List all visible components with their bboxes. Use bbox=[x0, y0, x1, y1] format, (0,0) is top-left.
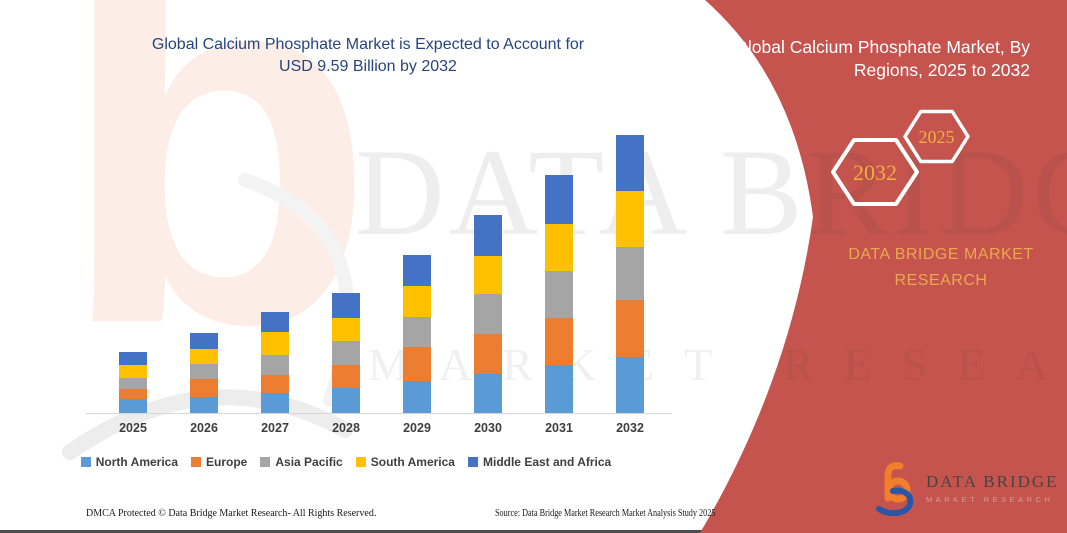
x-axis-label-2028: 2028 bbox=[332, 421, 360, 435]
bar-segment-2031-south-america bbox=[545, 223, 573, 271]
legend-label: Asia Pacific bbox=[275, 455, 343, 469]
bar-segment-2026-north-america bbox=[190, 397, 218, 413]
bar-segment-2031-middle-east-and-africa bbox=[545, 174, 573, 224]
bar-segment-2027-asia-pacific bbox=[261, 354, 289, 375]
bottom-border-line bbox=[0, 530, 1067, 533]
bar-segment-2030-asia-pacific bbox=[474, 294, 502, 335]
bar-segment-2032-europe bbox=[616, 300, 644, 358]
bar-segment-2030-middle-east-and-africa bbox=[474, 215, 502, 257]
bar-segment-2025-middle-east-and-africa bbox=[119, 352, 147, 366]
x-axis-label-2032: 2032 bbox=[616, 421, 644, 435]
logo-text-sub: MARKET RESEARCH bbox=[926, 495, 1054, 504]
x-axis-label-2029: 2029 bbox=[403, 421, 431, 435]
bar-2031 bbox=[545, 174, 573, 413]
x-axis-label-2031: 2031 bbox=[545, 421, 573, 435]
bar-2026 bbox=[190, 332, 218, 413]
bar-segment-2026-asia-pacific bbox=[190, 363, 218, 379]
bar-segment-2027-europe bbox=[261, 374, 289, 393]
hexagon-2025-label: 2025 bbox=[919, 127, 955, 147]
bar-segment-2032-middle-east-and-africa bbox=[616, 134, 644, 192]
bar-segment-2027-middle-east-and-africa bbox=[261, 312, 289, 332]
bar-2032 bbox=[616, 134, 644, 413]
bar-segment-2031-north-america bbox=[545, 365, 573, 413]
chart-title: Global Calcium Phosphate Market is Expec… bbox=[90, 34, 646, 78]
x-axis-label-2030: 2030 bbox=[474, 421, 502, 435]
legend-item-south-america: South America bbox=[355, 455, 455, 469]
bar-segment-2025-asia-pacific bbox=[119, 377, 147, 389]
bar-segment-2031-europe bbox=[545, 318, 573, 366]
legend-label: South America bbox=[370, 455, 455, 469]
footer-copyright: DMCA Protected © Data Bridge Market Rese… bbox=[86, 508, 377, 519]
bar-segment-2025-europe bbox=[119, 388, 147, 400]
bar-segment-2027-north-america bbox=[261, 393, 289, 413]
side-panel-brand-text: DATA BRIDGE MARKET RESEARCH bbox=[810, 242, 1067, 294]
brand-text-line2: RESEARCH bbox=[894, 272, 988, 289]
bar-segment-2029-south-america bbox=[403, 286, 431, 318]
legend-label: Middle East and Africa bbox=[482, 455, 612, 469]
bar-segment-2028-south-america bbox=[332, 318, 360, 341]
hexagon-2025 bbox=[903, 109, 970, 164]
bar-segment-2025-south-america bbox=[119, 365, 147, 378]
side-panel-title: Global Calcium Phosphate Market, By Regi… bbox=[734, 37, 1030, 80]
bar-segment-2028-middle-east-and-africa bbox=[332, 293, 360, 319]
legend-swatch bbox=[191, 457, 202, 467]
bar-2030 bbox=[474, 215, 502, 413]
bar-segment-2029-asia-pacific bbox=[403, 317, 431, 347]
hexagon-2032-label: 2032 bbox=[853, 160, 897, 185]
bar-segment-2032-north-america bbox=[616, 357, 644, 413]
databridge-logo-text: DATA BRIDGE MARKET RESEARCH bbox=[926, 472, 1059, 504]
plot-area bbox=[86, 130, 672, 414]
x-axis-labels: 2025 2026 2027 2028 2029 2030 2031 2032 bbox=[88, 421, 670, 439]
bar-segment-2032-south-america bbox=[616, 191, 644, 247]
x-axis-line bbox=[86, 413, 672, 414]
bar-segment-2031-asia-pacific bbox=[545, 270, 573, 319]
logo-text-main: DATA BRIDGE bbox=[926, 472, 1059, 491]
bar-2029 bbox=[403, 254, 431, 413]
bar-2025 bbox=[119, 352, 147, 413]
x-axis-label-2025: 2025 bbox=[119, 421, 147, 435]
chart-title-line1: Global Calcium Phosphate Market is Expec… bbox=[151, 36, 585, 53]
bar-segment-2028-europe bbox=[332, 364, 360, 389]
legend-swatch bbox=[355, 457, 366, 467]
bar-segment-2032-asia-pacific bbox=[616, 246, 644, 301]
bar-segment-2026-europe bbox=[190, 378, 218, 398]
bar-segment-2026-south-america bbox=[190, 348, 218, 364]
bar-segment-2030-europe bbox=[474, 334, 502, 374]
bar-segment-2026-middle-east-and-africa bbox=[190, 332, 218, 349]
footer-source: Source: Data Bridge Market Research Mark… bbox=[495, 508, 716, 519]
bar-segment-2029-north-america bbox=[403, 381, 431, 413]
bar-2027 bbox=[261, 312, 289, 413]
legend-swatch bbox=[260, 457, 271, 467]
bar-segment-2029-europe bbox=[403, 346, 431, 382]
legend-swatch bbox=[80, 457, 91, 467]
databridge-logo: DATA BRIDGE MARKET RESEARCH bbox=[876, 460, 1059, 516]
brand-text-line1: DATA BRIDGE MARKET bbox=[848, 246, 1034, 263]
legend-item-north-america: North America bbox=[80, 455, 179, 469]
legend-label: North America bbox=[95, 455, 179, 469]
chart-title-line2: USD 9.59 Billion by 2032 bbox=[279, 58, 457, 75]
legend: North America Europe Asia Pacific South Ame… bbox=[55, 455, 637, 469]
bar-2028 bbox=[332, 293, 360, 413]
legend-item-europe: Europe bbox=[191, 455, 247, 469]
legend-swatch bbox=[467, 457, 478, 467]
bar-segment-2027-south-america bbox=[261, 331, 289, 355]
legend-label: Europe bbox=[206, 455, 248, 469]
legend-item-middle-east-and-africa: Middle East and Africa bbox=[467, 455, 612, 469]
hexagon-year-badges: 2032 2025 bbox=[831, 109, 970, 206]
databridge-logo-icon bbox=[876, 462, 914, 516]
bar-segment-2029-middle-east-and-africa bbox=[403, 254, 431, 287]
bar-segment-2025-north-america bbox=[119, 399, 147, 413]
x-axis-label-2027: 2027 bbox=[261, 421, 289, 435]
bar-segment-2028-north-america bbox=[332, 388, 360, 413]
hexagon-2032 bbox=[831, 138, 919, 206]
bar-segment-2028-asia-pacific bbox=[332, 340, 360, 365]
x-axis-label-2026: 2026 bbox=[190, 421, 218, 435]
legend-item-asia-pacific: Asia Pacific bbox=[260, 455, 343, 469]
bar-segment-2030-north-america bbox=[474, 373, 502, 413]
bar-segment-2030-south-america bbox=[474, 256, 502, 295]
